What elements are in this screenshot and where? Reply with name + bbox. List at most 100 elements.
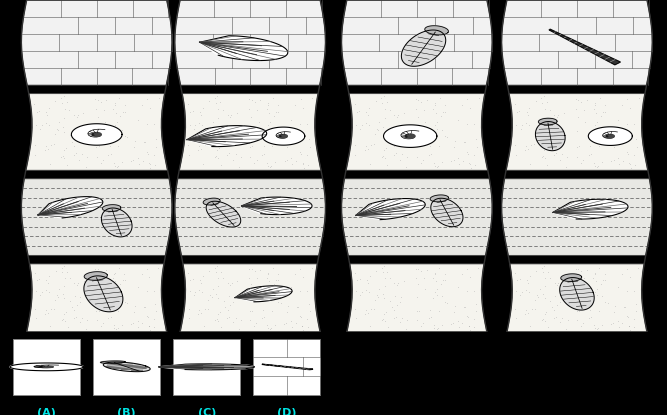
Point [75,294,86,301]
Point [133,323,144,330]
Point [265,325,276,332]
Point [398,278,409,285]
Point [227,156,238,163]
Point [440,133,450,140]
Point [598,277,608,284]
Point [49,141,59,148]
Point [542,162,553,168]
Point [418,107,429,113]
Point [109,288,120,295]
Point [364,122,374,128]
Point [184,288,195,295]
Point [64,275,75,282]
Point [109,122,120,128]
Point [351,315,362,322]
Point [617,102,628,108]
Point [275,134,286,141]
Point [215,99,226,105]
Point [576,99,587,105]
Point [592,325,602,332]
Point [57,124,68,131]
Point [233,164,244,171]
Point [148,120,159,127]
Point [534,286,545,293]
Point [380,275,390,281]
Point [148,315,159,322]
Point [226,280,237,286]
Point [90,266,101,272]
Point [590,271,600,278]
Point [436,127,447,134]
Point [287,323,297,330]
Point [389,307,400,313]
Point [600,109,610,115]
Point [209,264,220,271]
Point [544,275,555,282]
Point [100,119,111,125]
Point [266,307,277,314]
Point [269,127,280,134]
Point [193,307,204,313]
Point [430,110,441,116]
Point [588,105,599,112]
Point [115,281,125,288]
Point [433,163,444,170]
Point [590,278,601,284]
Point [356,122,367,129]
Point [429,322,440,329]
Point [416,160,426,166]
Point [389,152,400,159]
Point [228,299,239,306]
Point [530,131,540,137]
Point [540,283,550,289]
Point [231,110,242,117]
Point [144,161,155,167]
Point [286,284,297,291]
Point [429,160,440,166]
Point [75,134,85,140]
Point [620,304,630,310]
Point [150,300,161,307]
Point [51,292,62,299]
Point [625,327,636,333]
Polygon shape [101,208,132,237]
Point [549,142,560,149]
Point [268,113,279,120]
Point [96,99,107,105]
Point [56,154,67,161]
Point [573,96,584,103]
Point [434,143,444,149]
Point [34,276,45,283]
Point [592,119,602,125]
Point [111,286,122,292]
Point [426,151,436,157]
Point [77,151,87,158]
Point [117,159,127,166]
Point [462,121,472,127]
Point [622,314,633,321]
Point [390,127,401,134]
Point [432,286,442,292]
Point [246,266,257,273]
Polygon shape [26,94,167,170]
Point [379,295,390,302]
Point [624,273,635,280]
Point [524,288,534,295]
Point [381,309,392,315]
Point [246,96,257,103]
Point [432,325,442,332]
Point [220,303,231,310]
Point [211,269,221,276]
Point [593,307,604,314]
Point [92,317,103,323]
Point [110,110,121,116]
Point [93,113,103,120]
Point [42,145,53,152]
Point [462,149,472,155]
Polygon shape [175,179,325,255]
Point [382,324,393,331]
Point [597,159,608,166]
Point [197,161,208,167]
Point [510,142,520,148]
Point [400,164,411,171]
